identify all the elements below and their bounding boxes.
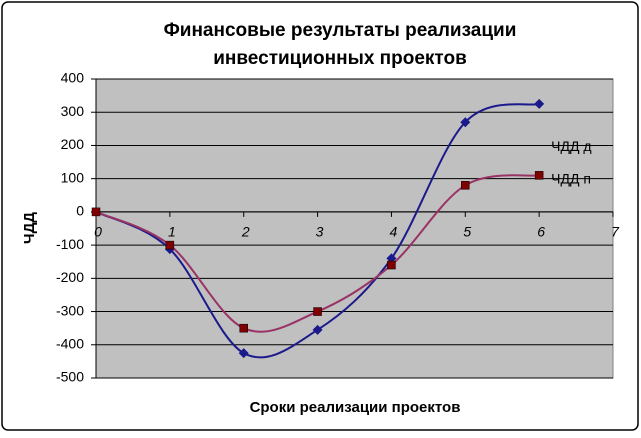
y-tick-label: 400: [61, 70, 85, 86]
marker: [313, 307, 322, 316]
y-tick-label: -500: [56, 369, 84, 385]
x-tick-label: 1: [168, 224, 176, 240]
plot-area: [95, 78, 614, 379]
marker: [534, 171, 544, 180]
series-label: ЧДД п: [551, 171, 591, 187]
x-tick-label: 7: [611, 224, 620, 240]
marker: [165, 240, 175, 250]
y-tick-label: 100: [61, 169, 85, 185]
y-tick-label: 300: [61, 103, 85, 119]
x-tick-label: 3: [316, 224, 324, 240]
y-tick-label: 0: [76, 203, 84, 219]
x-tick-label: 4: [390, 224, 398, 240]
x-tick-label: 6: [537, 224, 545, 240]
marker: [91, 207, 101, 217]
marker: [312, 324, 323, 335]
marker: [461, 181, 470, 190]
x-tick-label: 5: [463, 224, 471, 240]
y-tick-label: 200: [61, 136, 85, 152]
y-tick-label: -200: [56, 269, 84, 285]
y-tick-label: -100: [56, 236, 84, 252]
x-tick-label: 0: [94, 224, 102, 240]
x-axis-label: Сроки реализации проектов: [250, 399, 461, 416]
series-label: ЧДД д: [551, 138, 591, 154]
y-tick-label: -400: [56, 335, 84, 351]
y-axis-label: ЧДД: [21, 212, 38, 244]
chart-title: инвестиционных проектов: [213, 48, 467, 69]
marker: [460, 117, 471, 128]
marker: [238, 348, 249, 359]
y-tick-label: -300: [56, 302, 84, 318]
marker: [534, 98, 545, 109]
chart-title: Финансовые результаты реализации: [164, 20, 517, 41]
marker: [387, 260, 396, 270]
x-tick-label: 2: [241, 224, 250, 240]
marker: [239, 323, 248, 333]
